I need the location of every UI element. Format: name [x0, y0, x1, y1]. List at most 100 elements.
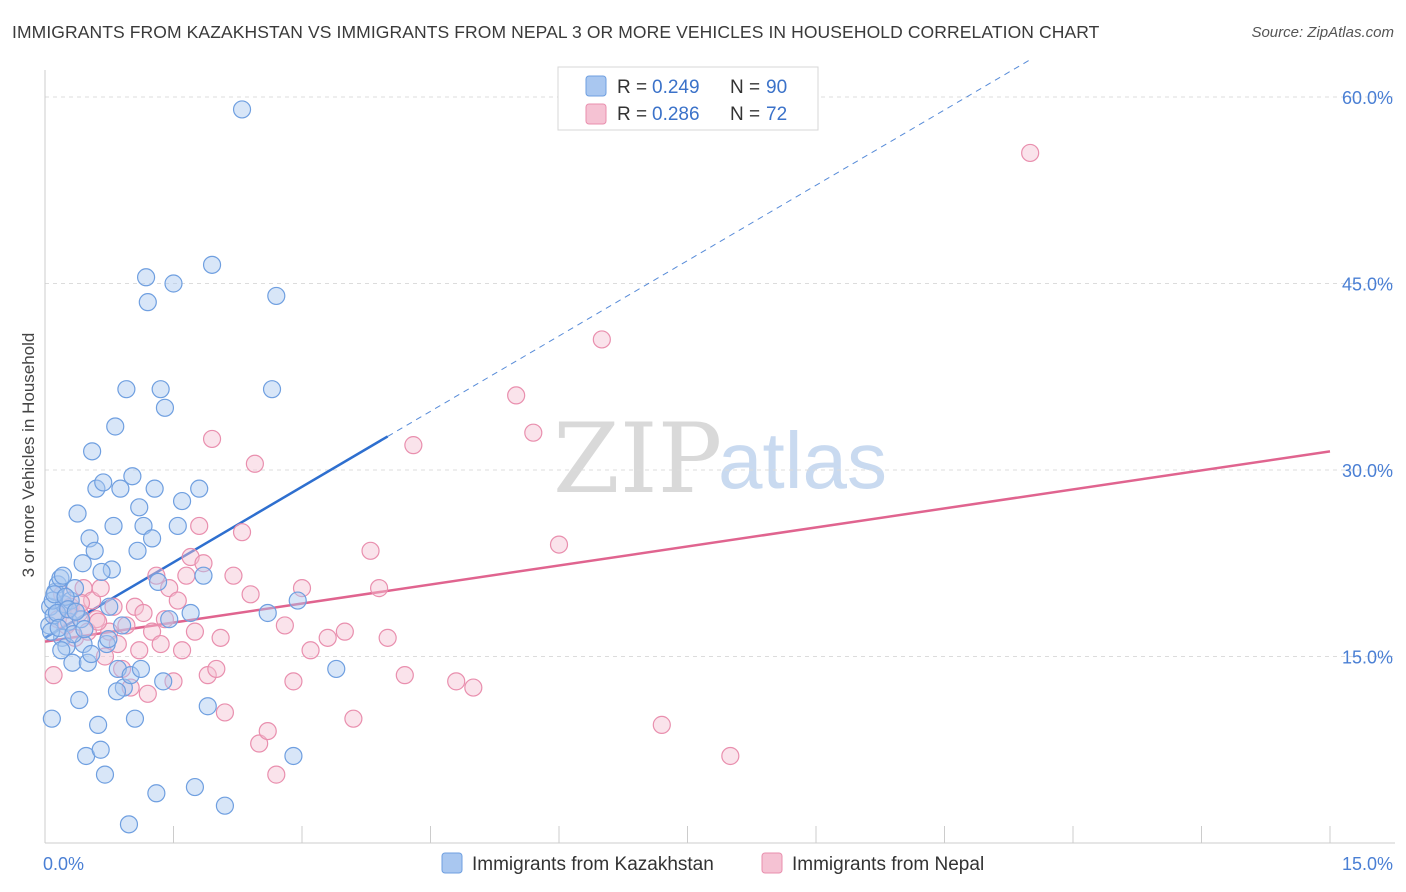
data-point-nepal: [211, 628, 230, 647]
data-point-kazakhstan: [164, 274, 183, 293]
data-point-nepal: [142, 622, 162, 641]
data-point-nepal: [202, 429, 222, 449]
data-point-nepal: [250, 734, 269, 753]
data-point-nepal: [721, 746, 740, 766]
legend-n-value-nepal: 72: [766, 104, 787, 125]
bottom-legend-swatch-nepal: [761, 852, 783, 874]
data-point-kazakhstan: [112, 616, 132, 635]
data-point-kazakhstan: [107, 682, 127, 701]
tick-labels: 15.0% 30.0% 45.0% 60.0% 0.0% 15.0%: [43, 88, 1393, 874]
data-point-nepal: [275, 616, 294, 635]
data-point-nepal: [301, 641, 320, 660]
source-label: Source: ZipAtlas.com: [1251, 24, 1394, 41]
y-tick-label: 30.0%: [1342, 461, 1393, 481]
data-point-nepal: [207, 659, 226, 679]
data-point-kazakhstan: [128, 541, 147, 560]
data-point-nepal: [185, 622, 205, 641]
data-point-kazakhstan: [89, 715, 108, 734]
data-point-nepal: [370, 579, 389, 598]
data-point-nepal: [652, 715, 671, 734]
data-point-kazakhstan: [181, 603, 200, 623]
data-point-nepal: [215, 703, 234, 722]
trend-line-nepal: [44, 450, 1331, 643]
data-point-kazakhstan: [100, 597, 119, 616]
legend-r-label-1: R =: [617, 77, 647, 98]
data-point-kazakhstan: [172, 491, 192, 511]
data-point-kazakhstan: [123, 467, 142, 486]
data-point-nepal: [592, 330, 611, 349]
data-point-nepal: [524, 423, 543, 442]
data-point-kazakhstan: [185, 777, 205, 797]
bottom-legend-swatch-kazakhstan: [441, 852, 463, 874]
y-tick-label: 60.0%: [1342, 88, 1393, 108]
data-point-nepal: [245, 454, 264, 473]
data-point-nepal: [395, 666, 414, 685]
data-point-nepal: [160, 579, 179, 598]
chart-title: IMMIGRANTS FROM KAZAKHSTAN VS IMMIGRANTS…: [12, 22, 1100, 42]
y-tick-label: 45.0%: [1342, 275, 1393, 295]
data-point-nepal: [224, 566, 243, 585]
data-point-kazakhstan: [168, 516, 187, 536]
data-point-kazakhstan: [52, 641, 71, 660]
data-point-kazakhstan: [202, 255, 222, 274]
data-point-kazakhstan: [121, 666, 140, 685]
data-point-nepal: [464, 678, 483, 697]
data-point-kazakhstan: [63, 653, 82, 672]
data-point-nepal: [549, 535, 569, 554]
data-point-nepal: [83, 591, 102, 610]
data-point-kazakhstan: [125, 709, 145, 728]
data-point-nepal: [172, 641, 192, 660]
data-point-nepal: [164, 672, 183, 691]
data-point-nepal: [168, 591, 187, 610]
data-point-kazakhstan: [68, 504, 87, 523]
data-point-kazakhstan: [95, 765, 115, 784]
data-point-nepal: [121, 678, 140, 697]
legend-swatch-kazakhstan: [585, 75, 607, 97]
data-point-nepal: [447, 672, 466, 691]
data-point-nepal: [117, 616, 136, 635]
data-point-kazakhstan: [82, 644, 101, 664]
data-point-kazakhstan: [155, 398, 175, 417]
data-point-kazakhstan: [131, 659, 151, 679]
data-point-kazakhstan: [147, 784, 166, 803]
data-point-nepal: [104, 597, 123, 616]
data-point-kazakhstan: [134, 516, 153, 536]
watermark-zip: ZIP: [553, 403, 722, 515]
data-point-kazakhstan: [258, 603, 277, 623]
data-point-kazakhstan: [111, 479, 130, 498]
data-point-kazakhstan: [70, 690, 89, 710]
data-point-kazakhstan: [190, 479, 209, 498]
data-point-nepal: [344, 709, 363, 728]
data-point-kazakhstan: [64, 625, 83, 644]
data-point-nepal: [138, 684, 157, 703]
legend-r-value-kazakhstan: 0.249: [652, 77, 700, 98]
legend-box: R = 0.249 N = 90 R = 0.286 N = 72: [557, 66, 819, 131]
data-point-nepal: [151, 634, 170, 654]
data-point-nepal: [130, 641, 149, 660]
bottom-legend: Immigrants from Kazakhstan Immigrants fr…: [441, 852, 984, 875]
data-point-kazakhstan: [151, 380, 170, 399]
data-point-nepal: [232, 523, 252, 542]
data-point-kazakhstan: [66, 602, 85, 621]
data-point-nepal: [335, 622, 354, 641]
legend-n-label-2: N =: [730, 104, 760, 125]
legend-swatch-nepal: [585, 103, 607, 125]
data-point-nepal: [507, 386, 526, 405]
data-point-kazakhstan: [194, 566, 213, 585]
data-point-kazakhstan: [130, 498, 149, 517]
data-point-nepal: [1021, 143, 1040, 163]
data-point-nepal: [177, 566, 196, 585]
x-tick-label: 0.0%: [43, 854, 84, 874]
data-point-kazakhstan: [142, 529, 162, 548]
data-point-nepal: [155, 610, 175, 629]
data-point-kazakhstan: [91, 740, 110, 759]
data-point-kazakhstan: [215, 796, 234, 815]
legend-n-label-1: N =: [730, 77, 760, 98]
data-point-nepal: [284, 672, 303, 691]
data-point-nepal: [91, 579, 110, 598]
data-point-kazakhstan: [73, 554, 92, 573]
data-point-kazakhstan: [92, 562, 111, 582]
data-point-kazakhstan: [45, 585, 64, 604]
data-point-kazakhstan: [284, 746, 303, 766]
data-point-kazakhstan: [198, 697, 217, 716]
